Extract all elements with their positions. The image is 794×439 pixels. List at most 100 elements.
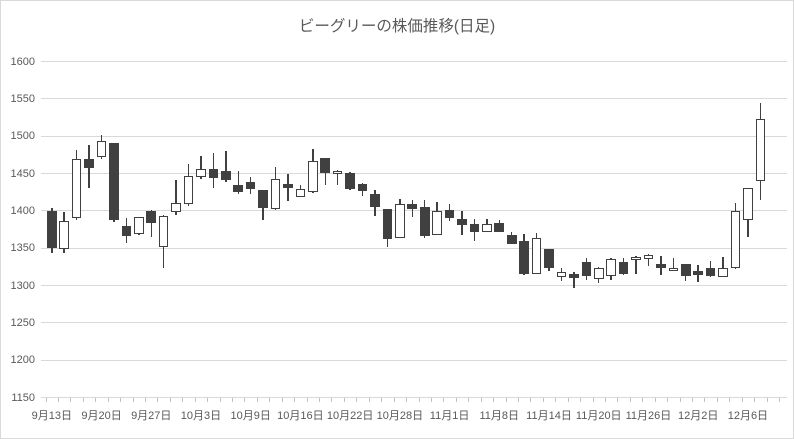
y-axis-tick-label: 1400 xyxy=(10,204,35,217)
y-axis-tick-label: 1350 xyxy=(10,242,35,255)
x-axis-tick-label: 12月6日 xyxy=(727,409,769,422)
x-axis-tick xyxy=(393,397,395,402)
x-axis-tick xyxy=(480,397,482,402)
x-axis-tick xyxy=(145,397,147,402)
y-axis-tick-label: 1300 xyxy=(10,279,35,292)
y-axis-tick-label: 1450 xyxy=(10,167,35,180)
x-axis-tick xyxy=(132,397,134,402)
candle-body xyxy=(221,170,231,181)
x-axis-tick xyxy=(430,397,432,402)
x-axis-tick xyxy=(667,397,669,402)
candle-body xyxy=(171,203,181,213)
x-axis-tick xyxy=(542,397,544,402)
candle-body xyxy=(96,141,107,158)
gridline xyxy=(41,397,787,398)
x-axis-tick xyxy=(505,397,507,402)
x-axis-tick xyxy=(70,397,72,402)
y-axis-tick-label: 1200 xyxy=(10,354,35,367)
candle-wick xyxy=(237,171,239,194)
candle-body xyxy=(208,169,219,178)
candle-body xyxy=(308,160,318,193)
candle-wick xyxy=(175,180,177,216)
candle-body xyxy=(109,142,119,220)
x-axis-tick-label: 10月28日 xyxy=(376,409,424,422)
x-axis-tick xyxy=(120,397,122,402)
candle-body xyxy=(158,216,169,248)
candle-body xyxy=(506,234,517,244)
candle-body xyxy=(320,157,331,173)
candle-body xyxy=(395,204,405,239)
candle-body xyxy=(444,210,455,218)
candle-body xyxy=(705,267,716,276)
y-axis-tick-label: 1250 xyxy=(10,316,35,329)
gridline xyxy=(41,61,787,62)
candle-body xyxy=(332,171,343,175)
x-axis-tick-label: 9月20日 xyxy=(81,409,122,422)
x-axis-tick-label: 11月26日 xyxy=(625,409,672,422)
x-axis-tick xyxy=(45,397,47,402)
candle-wick xyxy=(336,169,339,185)
x-axis-tick xyxy=(256,397,258,402)
x-axis-tick xyxy=(194,397,196,402)
x-axis-tick xyxy=(232,397,234,402)
candle-body xyxy=(370,194,380,208)
candle-body xyxy=(245,181,256,190)
candle-body xyxy=(544,248,554,268)
x-axis-tick xyxy=(269,397,271,402)
x-axis-tick xyxy=(493,397,495,402)
x-axis-tick xyxy=(654,397,656,402)
candle-body xyxy=(295,189,306,197)
candle-wick xyxy=(150,210,152,237)
x-axis-tick xyxy=(343,397,345,402)
candle-body xyxy=(593,267,604,279)
x-axis-tick xyxy=(306,397,308,402)
x-axis-tick xyxy=(691,397,693,402)
candle-body xyxy=(569,273,579,279)
x-axis-tick xyxy=(207,397,209,402)
candle-body xyxy=(71,159,82,219)
candle-body xyxy=(643,254,654,260)
y-axis-tick-label: 1600 xyxy=(10,55,35,68)
x-axis-tick xyxy=(82,397,84,402)
candle-body xyxy=(718,268,728,277)
candle-wick xyxy=(200,155,202,179)
x-axis-tick xyxy=(319,397,321,402)
y-axis-tick-label: 1550 xyxy=(10,92,35,105)
x-axis-tick-label: 12月2日 xyxy=(677,409,719,422)
y-axis-tick-label: 1500 xyxy=(10,130,35,143)
x-axis-tick xyxy=(754,397,756,402)
x-axis-tick-label: 11月1日 xyxy=(429,409,470,422)
x-axis-tick xyxy=(107,397,109,402)
x-axis-tick xyxy=(219,397,221,402)
x-axis-tick xyxy=(281,397,283,402)
candle-body xyxy=(345,172,355,190)
gridline xyxy=(41,247,787,249)
x-axis-tick xyxy=(331,397,333,402)
candle-body xyxy=(134,216,144,234)
candle-body xyxy=(233,184,244,193)
x-axis-tick xyxy=(294,397,296,402)
x-axis-tick-label: 10月22日 xyxy=(326,409,374,422)
x-axis-tick xyxy=(443,397,445,402)
candle-body xyxy=(519,241,529,274)
candle-wick xyxy=(225,151,227,182)
candle-body xyxy=(482,223,492,232)
x-axis-tick-label: 10月3日 xyxy=(180,409,222,422)
candle-wick xyxy=(672,257,675,272)
x-axis-tick-label: 10月9日 xyxy=(230,409,271,422)
y-axis-tick-label: 1150 xyxy=(11,391,35,404)
candle-body xyxy=(656,263,666,269)
x-axis-tick xyxy=(555,397,557,402)
candle-body xyxy=(531,238,542,274)
candle-body xyxy=(432,210,442,235)
gridline xyxy=(41,98,787,100)
candle-body xyxy=(183,175,194,205)
candle-body xyxy=(668,268,679,272)
x-axis-tick xyxy=(778,397,780,402)
x-axis-tick-label: 9月27日 xyxy=(131,409,172,422)
x-axis-tick xyxy=(381,397,383,402)
candle-body xyxy=(146,210,157,223)
x-axis-tick xyxy=(368,397,370,402)
x-axis-tick-label: 10月16日 xyxy=(277,409,324,422)
x-axis-tick xyxy=(567,397,569,402)
